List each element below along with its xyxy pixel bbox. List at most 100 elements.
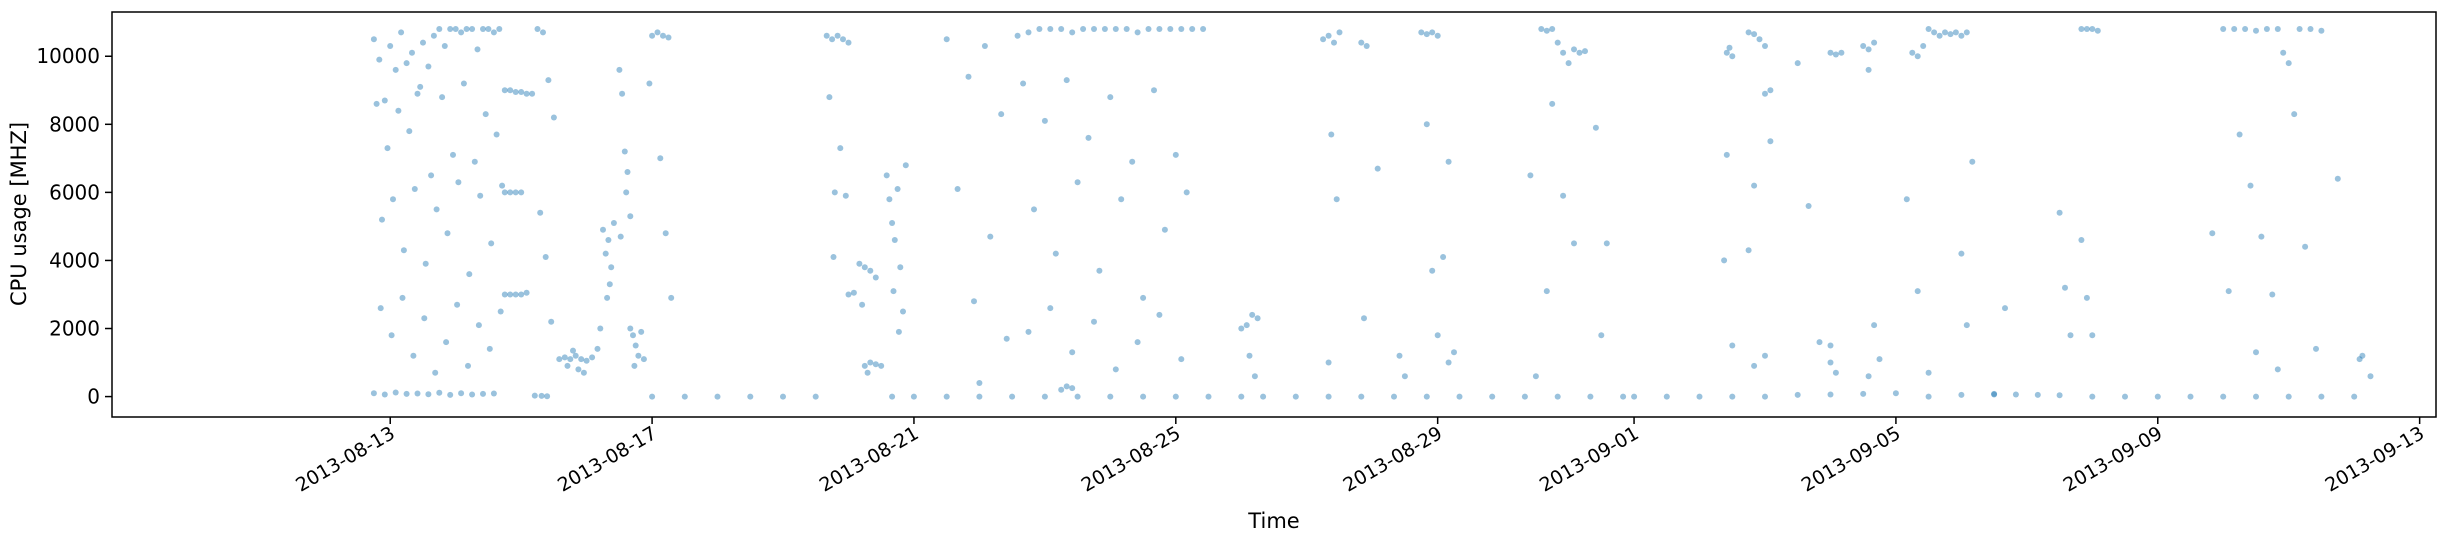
data-point <box>602 250 609 257</box>
data-point <box>665 34 672 41</box>
data-point <box>1871 39 1878 46</box>
data-point <box>2253 393 2259 400</box>
data-point <box>499 182 506 189</box>
data-point <box>1325 393 1332 400</box>
data-point <box>469 391 476 398</box>
data-point <box>392 389 399 396</box>
data-point <box>1805 203 1812 209</box>
data-point <box>544 393 551 400</box>
data-point <box>867 359 874 366</box>
data-point <box>414 390 421 397</box>
data-point <box>455 179 462 186</box>
data-point <box>1456 393 1463 400</box>
data-point <box>1172 151 1179 158</box>
data-point <box>1423 121 1430 128</box>
data-point <box>2187 393 2194 400</box>
data-point <box>976 393 983 400</box>
data-point <box>550 114 557 121</box>
data-point <box>1238 325 1245 332</box>
data-point <box>523 90 530 97</box>
data-point <box>2356 356 2363 363</box>
data-point <box>1140 294 1147 301</box>
data-point <box>1036 26 1043 32</box>
data-point <box>856 260 863 267</box>
data-point <box>812 393 819 400</box>
data-point <box>1865 66 1872 73</box>
data-point <box>2253 349 2259 356</box>
data-point <box>889 393 896 400</box>
data-point <box>2209 230 2216 237</box>
data-point <box>406 128 413 135</box>
data-point <box>432 369 439 376</box>
data-point <box>480 26 486 32</box>
data-point <box>529 90 536 97</box>
data-point <box>616 66 623 73</box>
data-point <box>384 145 391 152</box>
data-point <box>1521 393 1528 400</box>
data-point <box>2274 26 2281 32</box>
data-point <box>436 26 443 32</box>
data-point <box>490 390 497 397</box>
data-point <box>840 36 846 43</box>
data-point <box>1140 393 1147 400</box>
data-point <box>987 233 994 240</box>
data-point <box>1091 318 1097 325</box>
data-point <box>872 274 879 281</box>
data-point <box>1074 393 1081 400</box>
data-point <box>1118 196 1125 203</box>
data-point <box>2089 332 2096 339</box>
data-point <box>460 80 467 87</box>
data-point <box>1249 311 1256 318</box>
data-point <box>1860 390 1867 397</box>
data-point <box>1363 43 1370 49</box>
data-point <box>2056 209 2063 216</box>
data-point <box>1762 393 1768 400</box>
data-point <box>1129 158 1136 165</box>
data-point <box>2285 393 2292 400</box>
data-point <box>1958 32 1965 39</box>
data-point <box>864 369 871 376</box>
data-point <box>1832 51 1839 58</box>
data-point <box>1726 44 1733 51</box>
data-point <box>886 196 893 203</box>
data-point <box>589 354 596 361</box>
data-point <box>2302 243 2309 250</box>
data-point <box>507 291 514 298</box>
data-point <box>1025 29 1032 36</box>
data-point <box>861 362 868 369</box>
data-point <box>496 26 503 32</box>
data-point <box>540 29 546 36</box>
data-point <box>2280 49 2287 56</box>
data-point <box>501 291 508 298</box>
data-point <box>1952 29 1959 36</box>
data-point <box>417 83 424 90</box>
data-point <box>867 267 874 274</box>
data-point <box>878 362 885 369</box>
data-point <box>488 240 495 247</box>
data-point <box>501 87 508 94</box>
data-point <box>891 237 898 243</box>
data-point <box>1091 26 1097 32</box>
data-point <box>1178 26 1185 32</box>
data-point <box>1205 393 1212 400</box>
data-point <box>556 356 563 363</box>
data-point <box>895 328 902 335</box>
data-point <box>1003 335 1010 342</box>
data-point <box>1832 369 1839 376</box>
data-point <box>512 189 519 196</box>
data-point <box>1374 165 1381 172</box>
data-point <box>425 391 432 398</box>
data-point <box>971 298 977 305</box>
data-point <box>1167 26 1174 32</box>
data-point <box>1723 49 1730 56</box>
data-point <box>1598 332 1605 339</box>
data-point <box>1489 393 1496 400</box>
data-point <box>537 209 544 216</box>
data-point <box>1663 393 1670 400</box>
data-point <box>1762 90 1768 97</box>
data-point <box>1009 393 1016 400</box>
data-point <box>1865 373 1872 380</box>
data-point <box>1440 254 1447 260</box>
